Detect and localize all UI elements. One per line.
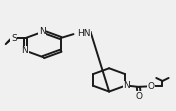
Text: O: O bbox=[136, 92, 143, 101]
Text: N: N bbox=[123, 81, 130, 90]
Text: N: N bbox=[39, 27, 46, 36]
Text: S: S bbox=[11, 34, 17, 43]
Text: HN: HN bbox=[77, 29, 91, 38]
Text: N: N bbox=[21, 46, 28, 55]
Text: O: O bbox=[148, 82, 155, 91]
